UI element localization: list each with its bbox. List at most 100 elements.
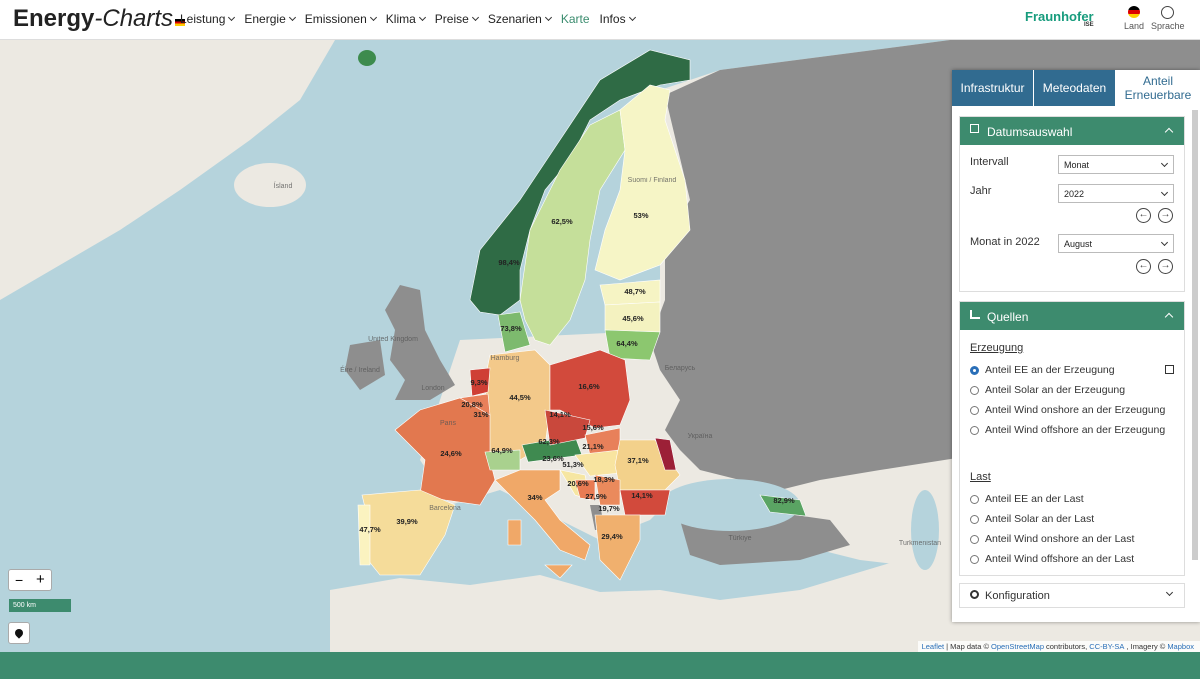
logo[interactable]: Energy-Charts [13, 5, 186, 33]
radio-label: Anteil Wind onshore an der Last [985, 533, 1135, 545]
nav-item[interactable]: Klima [386, 12, 425, 26]
nav-item[interactable]: Leistung [180, 12, 234, 26]
region-value: 21,1% [582, 442, 604, 451]
prev-button[interactable]: ← [1136, 259, 1151, 274]
map-labels: 98,4% 62,5% 53% 48,7% 45,6% 64,4% 73,8% 16,6% 44… [274, 177, 942, 547]
next-button[interactable]: → [1158, 259, 1173, 274]
nav-item[interactable]: Emissionen [305, 12, 376, 26]
place-label: Беларусь [665, 365, 696, 372]
region-value: 64,4% [616, 339, 638, 348]
tab[interactable]: Meteodaten [1034, 70, 1115, 106]
section-title: Quellen [987, 310, 1029, 324]
region-value: 82,9% [773, 496, 795, 505]
region-value: 23,6% [542, 454, 564, 463]
radio-option[interactable]: Anteil Wind onshore an der Erzeugung [970, 404, 1165, 416]
region-value: 44,5% [509, 393, 531, 402]
radio-option[interactable]: Anteil Solar an der Erzeugung [970, 384, 1125, 396]
region-value: 62,5% [551, 217, 573, 226]
nav-item[interactable]: Szenarien [488, 12, 551, 26]
place-label: Türkiye [729, 535, 752, 542]
prev-button[interactable]: ← [1136, 208, 1151, 223]
region-value: 15,6% [582, 423, 604, 432]
attribution-part[interactable]: Mapbox [1167, 642, 1194, 651]
region-value: 24,6% [440, 449, 462, 458]
region-value: 29,4% [601, 532, 623, 541]
attribution-part: , Imagery © [1126, 642, 1166, 651]
region-value: 19,7% [598, 504, 620, 513]
region-value: 45,6% [622, 314, 644, 323]
place-label: Éire / Ireland [340, 365, 380, 374]
place-label: Ísland [274, 181, 293, 190]
radio-option[interactable]: Anteil Wind onshore an der Last [970, 533, 1134, 545]
caspian-sea [911, 490, 939, 570]
field-label: Jahr [970, 185, 992, 197]
section-header[interactable]: Datumsauswahl [960, 117, 1184, 145]
region-value: 47,7% [359, 525, 381, 534]
select[interactable]: Monat [1058, 155, 1174, 174]
tab[interactable]: Anteil Erneuerbare [1116, 70, 1200, 106]
sources-section: Quellen Erzeugung Anteil EE an der Erzeug… [959, 301, 1185, 576]
radio-label: Anteil EE an der Last [985, 493, 1084, 505]
zoom-out[interactable]: − [15, 572, 24, 588]
section-title: Konfiguration [985, 590, 1050, 602]
region-value: 64,9% [491, 446, 513, 455]
zoom-in[interactable]: + [36, 571, 45, 588]
group-title: Last [970, 471, 991, 483]
scrollbar[interactable] [1192, 110, 1198, 560]
logo-part: Energy [13, 5, 95, 32]
section-header[interactable]: Quellen [960, 302, 1184, 330]
radio [970, 514, 979, 524]
region-value: 73,8% [500, 324, 522, 333]
radio [970, 405, 979, 415]
region-value: 53% [633, 211, 648, 220]
icon [970, 124, 979, 133]
side-panel: Infrastruktur Meteodaten Anteil Erneuerb… [952, 70, 1200, 622]
radio-label: Anteil Wind offshore an der Erzeugung [985, 424, 1166, 436]
attribution-part[interactable]: CC-BY-SA [1089, 642, 1125, 651]
language-button[interactable]: Sprache [1151, 6, 1185, 31]
place-label: Paris [440, 420, 456, 427]
brand-name: Fraunhofer [1025, 9, 1094, 24]
attribution-part[interactable]: Leaflet [921, 642, 945, 651]
region-value: 39,9% [396, 517, 418, 526]
place-label: London [421, 385, 444, 392]
select[interactable]: 2022 [1058, 184, 1174, 203]
radio-label: Anteil EE an der Erzeugung [985, 364, 1115, 376]
radio [970, 365, 979, 375]
radio-option[interactable]: Anteil EE an der Last [970, 493, 1084, 505]
radio [970, 494, 979, 504]
radio-label: Anteil Wind offshore an der Last [985, 553, 1135, 565]
nav-item[interactable]: Energie [244, 12, 294, 26]
config-section[interactable]: Konfiguration [959, 583, 1185, 608]
nav-item[interactable]: Preise [435, 12, 478, 26]
tab[interactable]: Infrastruktur [952, 70, 1033, 106]
region-value: 34% [527, 493, 542, 502]
radio-option[interactable]: Anteil EE an der Erzeugung [970, 364, 1115, 376]
place-label: Suomi / Finland [628, 177, 677, 184]
date-section: Datumsauswahl Intervall Monat Jahr 2022 … [959, 116, 1185, 292]
nav-item[interactable]: Infos [600, 12, 635, 26]
section-title: Datumsauswahl [987, 125, 1073, 139]
scale-bar: 500 km [9, 599, 71, 612]
place-label: Hamburg [491, 355, 520, 362]
calendar-icon[interactable] [1165, 365, 1174, 374]
attribution-part[interactable]: OpenStreetMap [991, 642, 1044, 651]
radio [970, 554, 979, 564]
select[interactable]: August [1058, 234, 1174, 253]
region-value: 16,6% [578, 382, 600, 391]
header: Energy-Charts Leistung Energie Emissionen K… [0, 0, 1200, 40]
black-sea [660, 479, 800, 531]
next-button[interactable]: → [1158, 208, 1173, 223]
footer-bar [0, 652, 1200, 679]
radio-option[interactable]: Anteil Wind offshore an der Erzeugung [970, 424, 1165, 436]
attribution: Leaflet | Map data © OpenStreetMap contribu… [917, 641, 1200, 652]
brand[interactable]: Fraunhofer ISE [1025, 9, 1094, 28]
region-value: 98,4% [498, 258, 520, 267]
land-button[interactable]: Land [1124, 6, 1144, 31]
nav-item[interactable]: Karte [560, 12, 590, 26]
group-title: Erzeugung [970, 342, 1024, 354]
radio-option[interactable]: Anteil Solar an der Last [970, 513, 1094, 525]
locate-button[interactable] [8, 622, 30, 644]
radio-option[interactable]: Anteil Wind offshore an der Last [970, 553, 1134, 565]
